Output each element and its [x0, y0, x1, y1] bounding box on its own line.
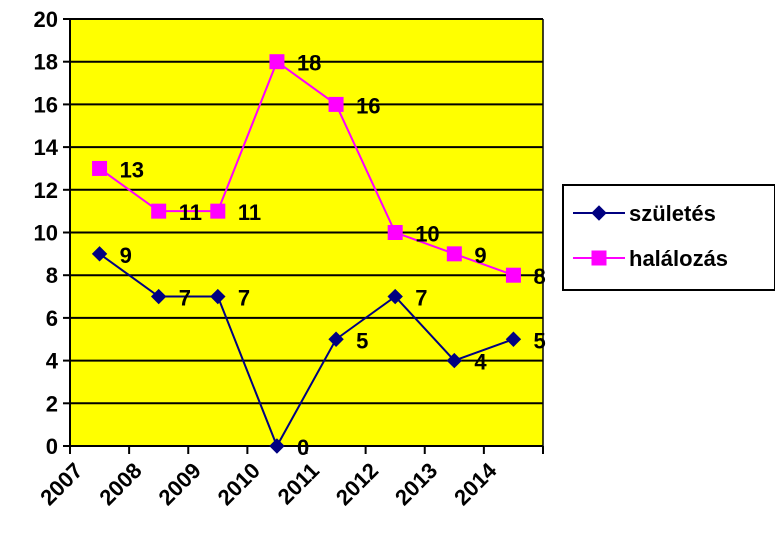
data-point — [387, 288, 403, 305]
y-tick-label: 0 — [46, 434, 58, 459]
data-point — [91, 246, 108, 262]
data-label: 9 — [120, 243, 132, 268]
y-tick-label: 10 — [34, 221, 58, 246]
x-tick-label: 2010 — [213, 458, 265, 510]
y-tick-label: 18 — [34, 50, 58, 75]
legend-label: születés — [629, 201, 716, 226]
y-tick-label: 14 — [34, 135, 59, 160]
data-label: 8 — [533, 264, 545, 289]
legend-label: halálozás — [629, 246, 728, 271]
series-line-1 — [98, 60, 514, 277]
data-point — [505, 267, 521, 283]
data-label: 7 — [415, 286, 427, 311]
data-label: 18 — [297, 51, 321, 76]
data-point — [446, 246, 462, 262]
y-tick-label: 20 — [34, 7, 58, 32]
data-label: 4 — [474, 350, 487, 375]
data-point — [150, 288, 167, 305]
series-line-0 — [98, 253, 514, 449]
data-label: 5 — [533, 328, 545, 353]
x-tick-label: 2009 — [153, 458, 205, 510]
data-label: 16 — [356, 93, 380, 118]
data-point — [210, 203, 226, 219]
x-tick-label: 2008 — [94, 458, 146, 510]
data-label: 9 — [474, 243, 486, 268]
y-tick-label: 16 — [34, 92, 58, 117]
data-label: 11 — [179, 200, 202, 225]
legend-marker — [591, 205, 607, 221]
x-tick-label: 2014 — [449, 457, 502, 510]
data-point — [328, 331, 344, 347]
data-point — [92, 160, 108, 176]
legend-marker — [591, 250, 607, 266]
data-point — [387, 225, 403, 240]
x-tick-label: 2011 — [273, 458, 324, 509]
y-tick-label: 8 — [46, 263, 58, 288]
data-label: 10 — [415, 222, 439, 247]
data-point — [505, 331, 522, 347]
legend — [562, 184, 775, 291]
data-label: 7 — [238, 286, 250, 311]
data-label: 11 — [238, 200, 261, 225]
data-point — [210, 288, 226, 305]
y-tick-label: 4 — [46, 349, 59, 374]
data-label: 13 — [120, 157, 144, 182]
data-point — [151, 203, 167, 219]
data-label: 7 — [179, 286, 191, 311]
data-label: 0 — [297, 435, 309, 460]
data-point — [446, 352, 463, 369]
x-tick-label: 2007 — [35, 458, 87, 510]
data-point — [328, 96, 344, 112]
data-point — [269, 438, 285, 454]
y-tick-label: 12 — [34, 178, 58, 203]
x-tick-label: 2013 — [390, 458, 442, 510]
x-tick-label: 2012 — [331, 458, 383, 510]
data-label: 5 — [356, 328, 368, 353]
data-point — [269, 54, 285, 70]
y-tick-label: 6 — [46, 306, 58, 331]
y-tick-label: 2 — [46, 391, 58, 416]
